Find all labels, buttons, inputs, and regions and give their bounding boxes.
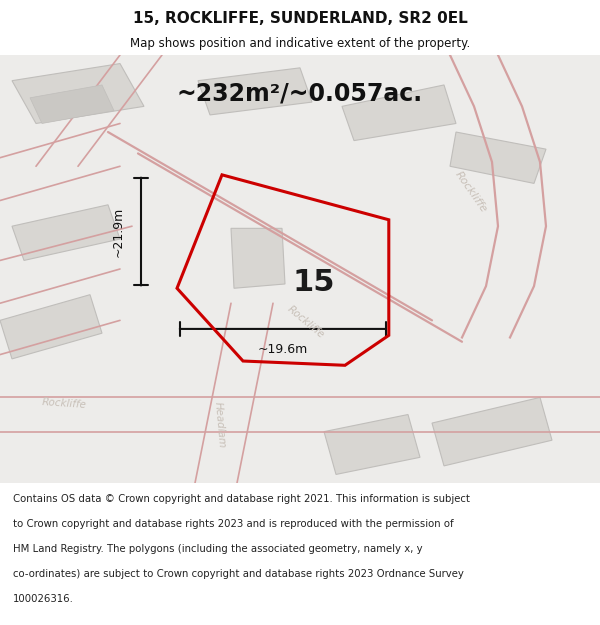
Text: Rockliffe: Rockliffe xyxy=(285,304,326,341)
Polygon shape xyxy=(342,85,456,141)
Polygon shape xyxy=(198,68,312,115)
Text: to Crown copyright and database rights 2023 and is reproduced with the permissio: to Crown copyright and database rights 2… xyxy=(13,519,454,529)
Text: co-ordinates) are subject to Crown copyright and database rights 2023 Ordnance S: co-ordinates) are subject to Crown copyr… xyxy=(13,569,464,579)
Text: ~232m²/~0.057ac.: ~232m²/~0.057ac. xyxy=(177,81,423,106)
Text: Headlam: Headlam xyxy=(213,402,227,449)
Polygon shape xyxy=(0,294,102,359)
Text: 15, ROCKLIFFE, SUNDERLAND, SR2 0EL: 15, ROCKLIFFE, SUNDERLAND, SR2 0EL xyxy=(133,11,467,26)
Text: Map shows position and indicative extent of the property.: Map shows position and indicative extent… xyxy=(130,38,470,51)
Text: Rockliffe: Rockliffe xyxy=(453,169,489,214)
Polygon shape xyxy=(231,228,285,288)
Text: 100026316.: 100026316. xyxy=(13,594,74,604)
Polygon shape xyxy=(324,414,420,474)
Text: Contains OS data © Crown copyright and database right 2021. This information is : Contains OS data © Crown copyright and d… xyxy=(13,494,470,504)
Polygon shape xyxy=(12,64,144,124)
Polygon shape xyxy=(12,205,120,261)
Polygon shape xyxy=(30,85,114,124)
Text: Rockliffe: Rockliffe xyxy=(42,398,88,411)
Polygon shape xyxy=(450,132,546,183)
Text: 15: 15 xyxy=(293,268,335,298)
Text: HM Land Registry. The polygons (including the associated geometry, namely x, y: HM Land Registry. The polygons (includin… xyxy=(13,544,423,554)
Text: ~21.9m: ~21.9m xyxy=(112,206,125,257)
Text: ~19.6m: ~19.6m xyxy=(258,343,308,356)
Polygon shape xyxy=(432,398,552,466)
